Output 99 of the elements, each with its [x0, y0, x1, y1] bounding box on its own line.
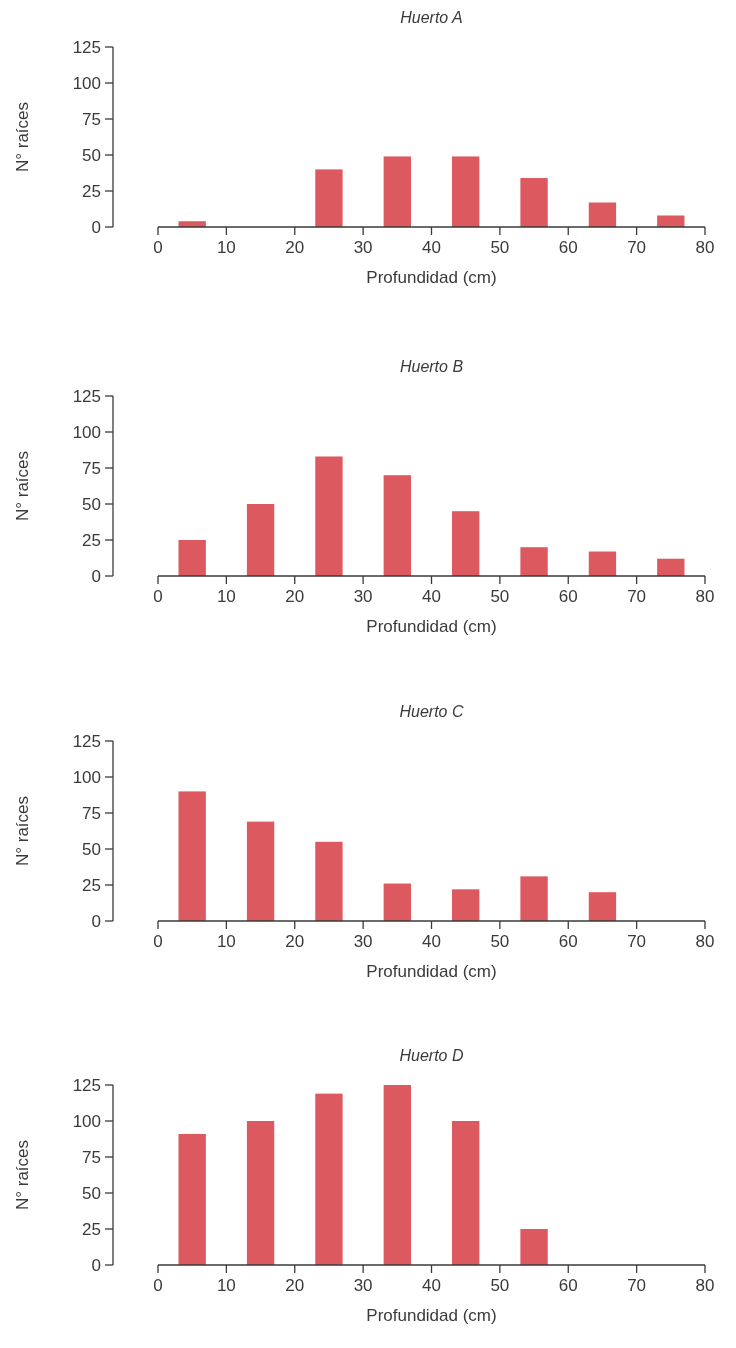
bar — [452, 889, 480, 921]
y-tick-label: 75 — [82, 803, 101, 823]
bar — [452, 511, 480, 576]
bar — [315, 841, 343, 921]
bar — [383, 475, 411, 576]
x-tick-label: 30 — [353, 1276, 373, 1295]
x-tick-label: 70 — [627, 932, 647, 951]
x-tick-label: 80 — [695, 587, 715, 606]
x-tick-label: 10 — [216, 587, 236, 606]
x-tick-label: 80 — [695, 932, 715, 951]
bar — [520, 547, 548, 576]
y-tick-label: 100 — [72, 73, 101, 93]
bar — [520, 178, 548, 227]
bar — [178, 791, 206, 921]
x-axis-title: Profundidad (cm) — [366, 617, 497, 636]
x-tick-label: 20 — [285, 932, 305, 951]
x-tick-label: 20 — [285, 238, 305, 257]
x-tick-label: 70 — [627, 587, 647, 606]
x-tick-label: 50 — [490, 587, 510, 606]
x-tick-label: 70 — [627, 238, 647, 257]
bar — [588, 551, 617, 576]
x-tick-label: 10 — [216, 932, 236, 951]
y-tick-label: 25 — [82, 1219, 101, 1239]
x-tick-label: 10 — [216, 238, 236, 257]
x-tick-label: 10 — [216, 1276, 236, 1295]
x-axis-title: Profundidad (cm) — [366, 962, 497, 981]
y-tick-label: 125 — [72, 37, 101, 57]
bar — [452, 1121, 480, 1265]
x-tick-label: 60 — [558, 932, 578, 951]
y-tick-label: 50 — [82, 839, 101, 859]
bar — [246, 821, 275, 921]
y-tick-label: 0 — [91, 217, 101, 237]
bar — [178, 540, 206, 576]
x-tick-label: 30 — [353, 587, 373, 606]
y-tick-label: 0 — [91, 911, 101, 931]
x-axis-title: Profundidad (cm) — [366, 268, 497, 287]
chart-title: Huerto B — [399, 358, 464, 375]
y-tick-label: 0 — [91, 1255, 101, 1275]
x-tick-label: 50 — [490, 932, 510, 951]
y-tick-label: 50 — [82, 494, 101, 514]
y-axis-title: N° raíces — [13, 101, 32, 173]
bar — [452, 156, 480, 227]
y-tick-label: 100 — [72, 767, 101, 787]
x-tick-label: 40 — [422, 238, 441, 257]
x-tick-label: 60 — [558, 1276, 578, 1295]
x-tick-label: 40 — [422, 932, 441, 951]
x-axis-title: Profundidad (cm) — [366, 1306, 497, 1325]
y-tick-label: 25 — [82, 181, 101, 201]
bar — [315, 169, 343, 227]
y-tick-label: 125 — [72, 731, 101, 751]
y-tick-label: 75 — [82, 1147, 101, 1167]
bar — [246, 1121, 275, 1265]
bar — [520, 876, 548, 921]
chart-title: Huerto A — [400, 9, 463, 26]
x-tick-label: 0 — [153, 1276, 163, 1295]
bar — [383, 1085, 411, 1265]
y-tick-label: 100 — [72, 1111, 101, 1131]
bar — [383, 156, 411, 227]
x-tick-label: 60 — [558, 238, 578, 257]
chart-title: Huerto D — [399, 1047, 464, 1064]
bar — [246, 504, 275, 576]
x-tick-label: 50 — [490, 238, 510, 257]
x-tick-label: 80 — [695, 238, 715, 257]
x-tick-label: 20 — [285, 1276, 305, 1295]
y-tick-label: 125 — [72, 1075, 101, 1095]
bar — [315, 456, 343, 576]
x-tick-label: 60 — [558, 587, 578, 606]
x-tick-label: 20 — [285, 587, 305, 606]
x-tick-label: 40 — [422, 587, 441, 606]
y-tick-label: 0 — [91, 566, 101, 586]
y-axis-title: N° raíces — [13, 1139, 32, 1211]
bar — [657, 215, 685, 227]
bar — [588, 892, 617, 921]
y-tick-label: 50 — [82, 145, 101, 165]
x-tick-label: 0 — [153, 932, 163, 951]
y-tick-label: 50 — [82, 1183, 101, 1203]
y-axis-title: N° raíces — [13, 450, 32, 522]
x-tick-label: 50 — [490, 1276, 510, 1295]
bar — [178, 1133, 206, 1265]
y-axis-title: N° raíces — [13, 795, 32, 867]
x-tick-label: 80 — [695, 1276, 715, 1295]
y-tick-label: 100 — [72, 422, 101, 442]
x-tick-label: 70 — [627, 1276, 647, 1295]
x-tick-label: 30 — [353, 238, 373, 257]
chart-title: Huerto C — [399, 703, 464, 720]
y-tick-label: 25 — [82, 875, 101, 895]
y-tick-label: 125 — [72, 386, 101, 406]
bar — [383, 883, 411, 921]
y-tick-label: 75 — [82, 109, 101, 129]
x-tick-label: 40 — [422, 1276, 441, 1295]
x-tick-label: 0 — [153, 587, 163, 606]
x-tick-label: 0 — [153, 238, 163, 257]
bar — [520, 1229, 548, 1265]
bar — [315, 1093, 343, 1265]
x-tick-label: 30 — [353, 932, 373, 951]
y-tick-label: 25 — [82, 530, 101, 550]
bar — [588, 202, 617, 227]
y-tick-label: 75 — [82, 458, 101, 478]
bar — [657, 558, 685, 576]
